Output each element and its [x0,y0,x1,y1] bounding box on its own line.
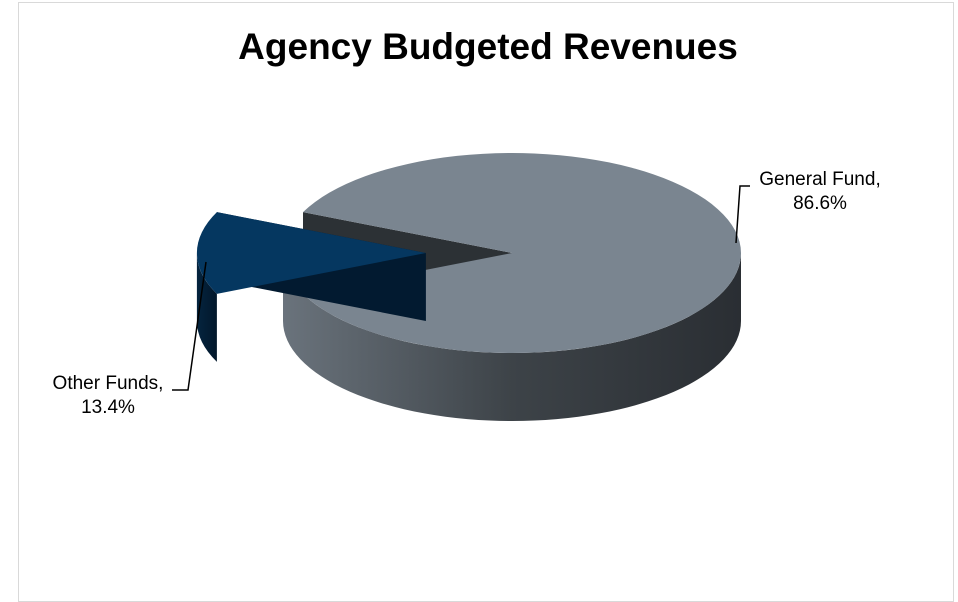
data-label-other-funds: Other Funds, [53,373,164,394]
data-label-value-other-funds: 13.4% [81,397,135,418]
slice-side-other-funds [196,253,217,362]
leader-line-other-funds [172,261,207,391]
pie-chart: General Fund, 86.6% Other Funds, 13.4% [53,152,881,421]
data-label-general-fund: General Fund, [759,169,880,190]
slice-other-funds [196,212,426,294]
chart-title: Agency Budgeted Revenues [238,26,738,67]
leader-line-general-fund [735,185,750,244]
data-label-value-general-fund: 86.6% [793,193,847,214]
slice-side-general-fund [283,253,741,421]
